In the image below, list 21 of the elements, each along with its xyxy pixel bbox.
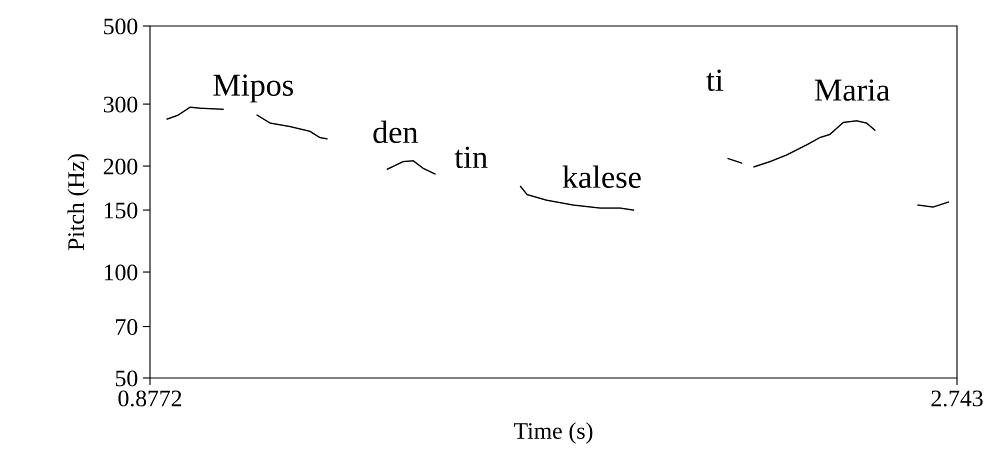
y-axis-title: Pitch (Hz): [67, 154, 89, 250]
y-tick-label: 50: [116, 370, 138, 386]
y-tick-label: 150: [104, 202, 138, 218]
annotation: kalese: [562, 166, 641, 188]
line-series: [753, 120, 876, 168]
line-series: [166, 106, 224, 120]
line-series: [256, 114, 328, 140]
x-axis-title: Time (s): [514, 422, 592, 444]
annotation: Mipos: [213, 74, 293, 102]
y-tick-label: 70: [116, 319, 138, 335]
annotation: Maria: [814, 79, 890, 101]
x-tick-label: 2.743: [931, 390, 983, 407]
x-tick-label: 0.8772: [118, 390, 182, 407]
y-tick-label: 100: [104, 264, 138, 280]
y-tick-label: 200: [104, 158, 138, 174]
y-tick-label: 300: [104, 96, 138, 113]
line-series: [386, 160, 436, 175]
annotation: den: [373, 120, 418, 144]
y-tick-label: 500: [104, 18, 138, 34]
annotation: ti: [706, 70, 724, 92]
annotation: tin: [454, 146, 488, 168]
